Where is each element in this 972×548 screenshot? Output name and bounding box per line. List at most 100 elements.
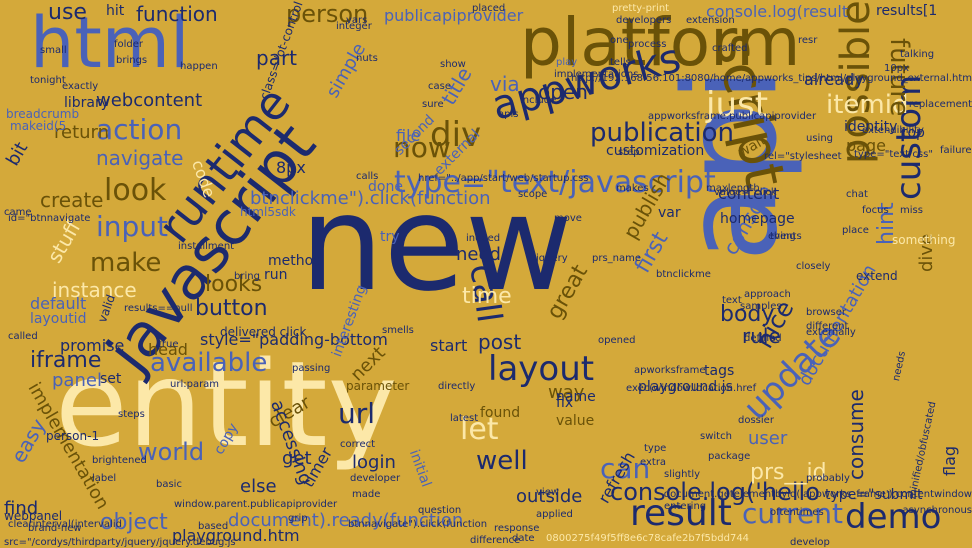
- cloud-word: initial: [405, 447, 435, 490]
- cloud-word: grip: [288, 513, 308, 524]
- cloud-word: page: [846, 136, 886, 155]
- cloud-word: probably: [806, 473, 850, 484]
- cloud-word: latest: [450, 413, 479, 424]
- cloud-word: apworksframe: [634, 365, 706, 376]
- cloud-word: different: [806, 321, 849, 332]
- cloud-word: play: [556, 57, 578, 68]
- cloud-word: consume: [844, 389, 868, 480]
- cloud-word: user: [748, 428, 788, 449]
- cloud-word: directly: [438, 381, 476, 392]
- cloud-word: tonight: [30, 75, 66, 86]
- cloud-word: crafted: [712, 43, 748, 54]
- cloud-word: passing: [292, 363, 331, 374]
- cloud-word: customization: [606, 143, 705, 159]
- cloud-word: looks: [205, 272, 263, 297]
- cloud-word: content: [718, 184, 780, 203]
- cloud-word: difference: [470, 535, 521, 546]
- cloud-word: input: [96, 210, 169, 243]
- cloud-word: person: [286, 0, 369, 28]
- cloud-word: opened: [598, 335, 636, 346]
- cloud-word: stuff: [42, 216, 86, 267]
- cloud-word: appworksframe.publicapiprovider: [648, 111, 817, 122]
- cloud-word: came: [4, 207, 32, 218]
- cloud-word: using: [806, 133, 834, 144]
- cloud-word: installment: [178, 241, 235, 252]
- cloud-word: fix: [556, 395, 574, 411]
- cloud-word: post: [478, 330, 522, 354]
- cloud-word: can: [600, 452, 651, 485]
- cloud-word: package: [708, 451, 751, 462]
- cloud-word: look: [104, 173, 167, 208]
- cloud-word: results[1: [876, 3, 938, 19]
- cloud-word: id="btnnavigate: [8, 213, 91, 224]
- cloud-word: called: [8, 331, 38, 342]
- cloud-word: approach: [744, 289, 791, 300]
- cloud-word: rule: [742, 324, 781, 348]
- cloud-word: url:param: [170, 379, 220, 390]
- cloud-word: file: [396, 126, 421, 145]
- cloud-word: applied: [536, 509, 573, 520]
- cloud-word: easy: [6, 414, 51, 467]
- cloud-word: date: [512, 533, 535, 544]
- cloud-word: webcontent: [96, 90, 203, 111]
- cloud-word: placed: [472, 3, 506, 14]
- cloud-word: name: [556, 389, 596, 405]
- cloud-word: person-1: [46, 429, 100, 443]
- cloud-word: set: [100, 371, 122, 387]
- cloud-word: button: [195, 296, 268, 321]
- cloud-word: time: [462, 284, 512, 309]
- cloud-word: events: [768, 231, 802, 242]
- cloud-word: result: [630, 493, 732, 534]
- cloud-word: url: [338, 397, 376, 430]
- cloud-word: available: [150, 348, 268, 378]
- cloud-word: entity: [55, 335, 398, 473]
- cloud-word: developers: [616, 15, 672, 26]
- cloud-word: calls: [356, 171, 379, 182]
- cloud-word: current: [742, 497, 844, 530]
- cloud-word: action: [96, 113, 183, 146]
- cloud-word: failure: [940, 145, 972, 156]
- cloud-word: type="text/javascript: [394, 165, 716, 200]
- cloud-word: tags: [704, 363, 735, 379]
- cloud-word: else: [240, 476, 277, 497]
- cloud-word: minified/obfuscated: [907, 400, 939, 501]
- cloud-word: externally: [806, 327, 856, 338]
- cloud-word: get: [282, 448, 312, 469]
- cloud-word: iframe: [30, 348, 102, 373]
- cloud-word: src="/cordys/thirdparty/jquery/jquery.de…: [4, 537, 236, 548]
- cloud-word: type="submit: [825, 487, 923, 503]
- cloud-word: question: [418, 505, 462, 516]
- cloud-word: place: [842, 225, 869, 236]
- cloud-word: talking: [900, 49, 935, 60]
- cloud-word: case: [428, 81, 451, 92]
- cloud-word: resr: [798, 35, 818, 46]
- cloud-word: extension: [686, 15, 735, 26]
- cloud-word: world: [138, 438, 205, 466]
- cloud-word: apis: [498, 109, 519, 120]
- cloud-word: homepage: [720, 211, 795, 227]
- cloud-word: part: [256, 46, 298, 70]
- cloud-word: bring: [234, 271, 260, 282]
- cloud-word: miss: [900, 205, 923, 216]
- cloud-word: now: [393, 131, 451, 164]
- cloud-word: integer: [336, 21, 372, 32]
- cloud-word: function: [136, 2, 218, 26]
- cloud-word: demo: [845, 497, 942, 537]
- cloud-word: run: [264, 267, 288, 283]
- cloud-word: breadcrumb: [6, 107, 80, 121]
- cloud-word: switch: [700, 431, 732, 442]
- cloud-word: body: [720, 302, 775, 327]
- cloud-word: document).ready(function: [228, 510, 464, 531]
- cloud-word: oftentimes: [770, 507, 824, 518]
- cloud-word: start: [430, 336, 468, 355]
- cloud-word: layoutid: [30, 311, 87, 327]
- cloud-word: maxlength: [706, 183, 760, 194]
- cloud-word: var: [658, 205, 681, 221]
- cloud-word: show: [440, 59, 466, 70]
- cloud-word: prs__id: [750, 460, 827, 485]
- cloud-word: browser: [806, 307, 847, 318]
- cloud-word: need: [456, 244, 501, 265]
- cloud-word: delivered click: [220, 325, 307, 339]
- cloud-word: asynchronous: [902, 505, 972, 516]
